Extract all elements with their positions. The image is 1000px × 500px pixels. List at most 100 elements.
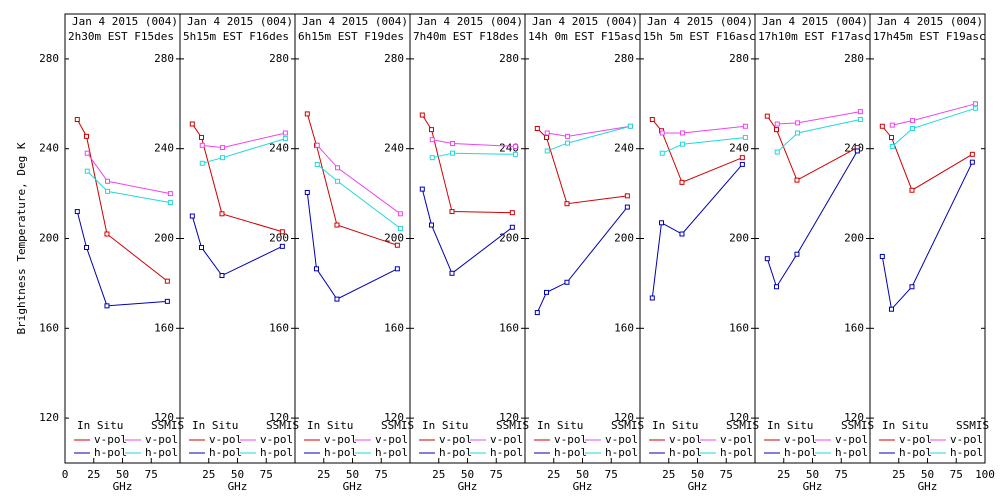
y-tick-label: 240 xyxy=(39,142,59,155)
legend-label: h-pol xyxy=(554,446,587,459)
data-point xyxy=(795,120,801,126)
panel-titles: Jan 4 2015 (004) 17h10m EST F17asc xyxy=(758,15,870,43)
x-tick-label: 50 xyxy=(921,468,934,481)
data-point xyxy=(659,150,665,156)
legend-label: v-pol xyxy=(260,433,293,446)
panel: Jan 4 2015 (004) 17h45m EST F19asc 25 50 75 1… xyxy=(869,13,995,493)
x-tick-label: 75 xyxy=(375,468,388,481)
data-point xyxy=(969,151,975,157)
data-point xyxy=(909,187,915,193)
x-tick-label: 25 xyxy=(662,468,675,481)
data-point xyxy=(774,121,780,127)
series-line xyxy=(432,152,516,159)
y-tick-label: 280 xyxy=(39,52,59,65)
series-line xyxy=(547,125,631,137)
series-line xyxy=(651,119,743,184)
panel-subtitle: 17h45m EST F19asc xyxy=(873,30,986,43)
data-point xyxy=(282,136,288,142)
series-line xyxy=(316,144,401,215)
legend-label: h-pol xyxy=(324,446,357,459)
legend-label: h-pol xyxy=(899,446,932,459)
y-tick-label: 200 xyxy=(39,232,59,245)
x-axis-label: GHz xyxy=(918,480,938,493)
data-point xyxy=(282,130,288,136)
x-tick-label: 0 xyxy=(62,468,69,481)
data-point xyxy=(509,224,515,230)
data-point xyxy=(314,266,320,272)
data-point xyxy=(794,251,800,257)
x-tick-label: 50 xyxy=(461,468,474,481)
panel-titles: Jan 4 2015 (004) 6h15m EST F19des xyxy=(298,15,408,43)
data-point xyxy=(164,298,170,304)
data-point xyxy=(335,178,341,184)
legend-label: v-pol xyxy=(720,433,753,446)
data-point xyxy=(565,140,571,146)
y-tick-label: 160 xyxy=(614,321,634,334)
data-point xyxy=(739,161,745,167)
data-point xyxy=(680,141,686,147)
legend-group-title: SSMIS xyxy=(611,419,644,432)
panel-title: Jan 4 2015 (004) xyxy=(417,15,523,28)
legend-group-title: In Situ xyxy=(652,419,698,432)
series-line xyxy=(306,192,398,300)
x-tick-label: 75 xyxy=(720,468,733,481)
data-point xyxy=(624,204,630,210)
data-point xyxy=(889,143,895,149)
x-tick-label: 25 xyxy=(547,468,560,481)
legend-label: h-pol xyxy=(209,446,242,459)
data-point xyxy=(742,134,748,140)
data-point xyxy=(739,155,745,161)
legend-label: v-pol xyxy=(375,433,408,446)
data-point xyxy=(972,101,978,107)
y-tick-label: 280 xyxy=(384,52,404,65)
legend-label: v-pol xyxy=(784,433,817,446)
y-tick-label: 160 xyxy=(384,321,404,334)
panel: Jan 4 2015 (004) 14h 0m EST F15asc 120 160 2… xyxy=(524,13,644,493)
legend-label: v-pol xyxy=(950,433,983,446)
legend-group-title: SSMIS xyxy=(381,419,414,432)
legend-group-title: In Situ xyxy=(192,419,238,432)
data-point xyxy=(969,159,975,165)
legend-group-title: SSMIS xyxy=(266,419,299,432)
data-point xyxy=(565,133,571,139)
x-tick-label: 50 xyxy=(806,468,819,481)
data-point xyxy=(314,142,320,148)
x-axis-label: GHz xyxy=(803,480,823,493)
panel-title: Jan 4 2015 (004) xyxy=(877,15,983,28)
data-point xyxy=(84,244,90,250)
panel-subtitle: 6h15m EST F19des xyxy=(298,30,404,43)
legend-group-title: SSMIS xyxy=(841,419,874,432)
y-tick-label: 240 xyxy=(269,142,289,155)
x-axis-label: GHz xyxy=(688,480,708,493)
data-point xyxy=(314,161,320,167)
series-line xyxy=(881,161,973,311)
data-point xyxy=(544,289,550,295)
data-point xyxy=(512,143,518,149)
y-tick-label: 280 xyxy=(614,52,634,65)
series-line xyxy=(76,119,168,282)
data-point xyxy=(879,123,885,129)
data-point xyxy=(84,168,90,174)
y-tick-label: 240 xyxy=(614,142,634,155)
data-point xyxy=(429,137,435,143)
x-tick-label: 50 xyxy=(231,468,244,481)
legend-label: v-pol xyxy=(554,433,587,446)
legend-group-title: In Situ xyxy=(77,419,123,432)
y-tick-label: 200 xyxy=(154,232,174,245)
legend-label: v-pol xyxy=(669,433,702,446)
data-point xyxy=(394,242,400,248)
panel-titles: Jan 4 2015 (004) 7h40m EST F18des xyxy=(413,15,523,43)
data-point xyxy=(105,188,111,194)
legend-group-title: SSMIS xyxy=(151,419,184,432)
data-point xyxy=(910,118,916,124)
data-point xyxy=(774,284,780,290)
data-point xyxy=(167,200,173,206)
legend-group-title: SSMIS xyxy=(956,419,989,432)
legend-label: v-pol xyxy=(899,433,932,446)
legend-group-title: In Situ xyxy=(882,419,928,432)
data-point xyxy=(164,278,170,284)
data-point xyxy=(219,211,225,217)
y-tick-label: 120 xyxy=(729,411,749,424)
data-point xyxy=(774,127,780,133)
y-tick-label: 200 xyxy=(269,232,289,245)
